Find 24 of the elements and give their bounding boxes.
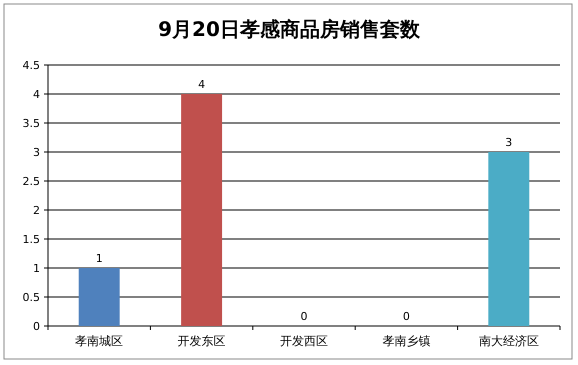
x-tick-label: 南大经济区 — [478, 334, 539, 348]
x-tick-label: 开发东区 — [178, 334, 226, 348]
chart-title: 9月20日孝感商品房销售套数 — [158, 17, 421, 41]
data-label: 0 — [300, 310, 308, 323]
x-tick-label: 孝南乡镇 — [382, 334, 430, 348]
bar — [181, 94, 222, 326]
x-tick-label: 开发西区 — [280, 334, 328, 348]
y-tick-label: 3.5 — [22, 117, 40, 130]
y-tick-label: 0 — [33, 320, 40, 333]
y-tick-label: 4 — [33, 88, 40, 101]
y-tick-label: 1.5 — [22, 233, 40, 246]
y-tick-label: 1 — [33, 262, 40, 275]
y-tick-label: 0.5 — [22, 291, 40, 304]
y-tick-label: 2.5 — [22, 175, 40, 188]
data-label: 1 — [96, 252, 103, 265]
bar — [488, 152, 530, 326]
data-label: 0 — [402, 310, 410, 323]
x-tick-label: 孝南城区 — [75, 334, 124, 348]
data-label: 3 — [505, 136, 512, 149]
bar — [78, 268, 120, 326]
y-tick-label: 4.5 — [22, 59, 40, 72]
data-label: 4 — [198, 78, 206, 91]
y-tick-label: 3 — [33, 146, 40, 159]
y-tick-label: 2 — [33, 204, 40, 217]
